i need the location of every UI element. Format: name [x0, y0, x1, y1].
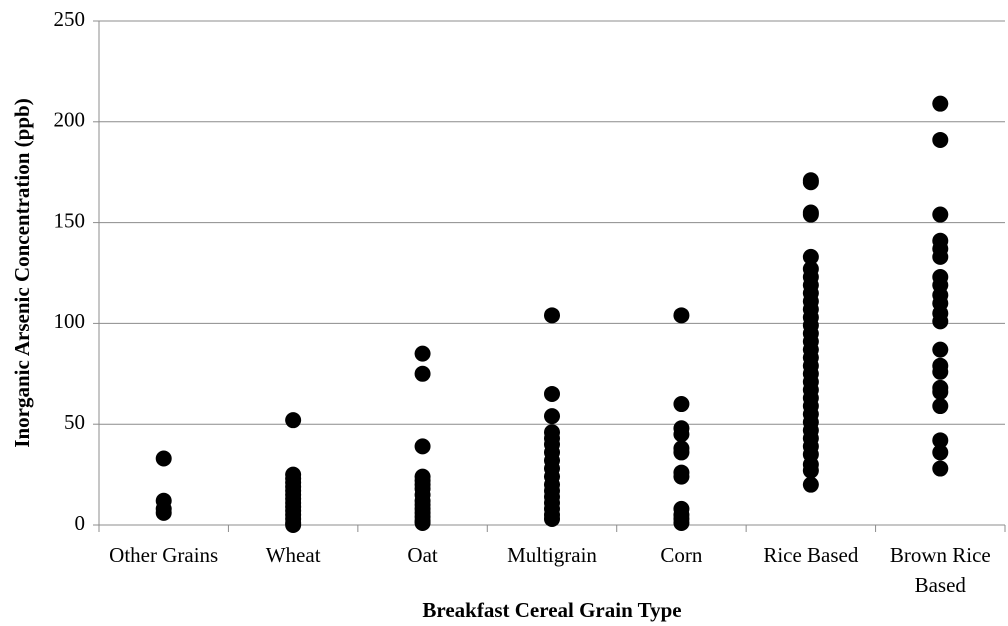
x-tick-label: Wheat [266, 543, 321, 567]
dot [673, 514, 690, 531]
dot [414, 438, 431, 455]
dot [673, 468, 690, 485]
x-tick-label: Corn [660, 543, 703, 567]
dot [932, 432, 949, 449]
y-tick-label: 100 [54, 309, 86, 333]
dot [414, 365, 431, 382]
dot [932, 460, 949, 477]
x-tick-label: Other Grains [109, 543, 218, 567]
dot [802, 248, 819, 265]
y-axis-title: Inorganic Arsenic Concentration (ppb) [10, 98, 34, 447]
dot [932, 206, 949, 223]
x-tick-label: Multigrain [507, 543, 597, 567]
dot [155, 504, 172, 521]
dot [673, 444, 690, 461]
y-tick-label: 250 [54, 7, 86, 31]
dot [673, 396, 690, 413]
dot [414, 345, 431, 362]
x-axis-title: Breakfast Cereal Grain Type [422, 598, 681, 622]
dot [155, 450, 172, 467]
x-tick-label: Rice Based [763, 543, 859, 567]
dot [544, 307, 560, 324]
y-tick-label: 150 [54, 208, 86, 232]
dot [544, 408, 560, 425]
dot [932, 248, 949, 265]
dot [285, 517, 302, 533]
dot [932, 444, 949, 461]
dot [932, 95, 949, 112]
dot [932, 341, 949, 358]
y-tick-label: 0 [75, 511, 86, 535]
x-tick-label: Oat [407, 543, 437, 567]
x-tick-label: Brown Rice Based [890, 543, 991, 597]
dot [932, 383, 949, 400]
dot [932, 313, 949, 330]
dot [544, 510, 560, 527]
dot [414, 514, 431, 531]
dot [673, 307, 690, 324]
y-tick-label: 200 [54, 108, 86, 132]
dot [544, 385, 560, 402]
dot [932, 398, 949, 415]
dot [285, 412, 302, 429]
dot [673, 426, 690, 443]
dot [802, 174, 819, 191]
dot [802, 206, 819, 223]
dot [932, 363, 949, 380]
y-tick-label: 50 [64, 410, 85, 434]
dot [932, 131, 949, 148]
dot [802, 476, 819, 493]
dot [802, 462, 819, 479]
